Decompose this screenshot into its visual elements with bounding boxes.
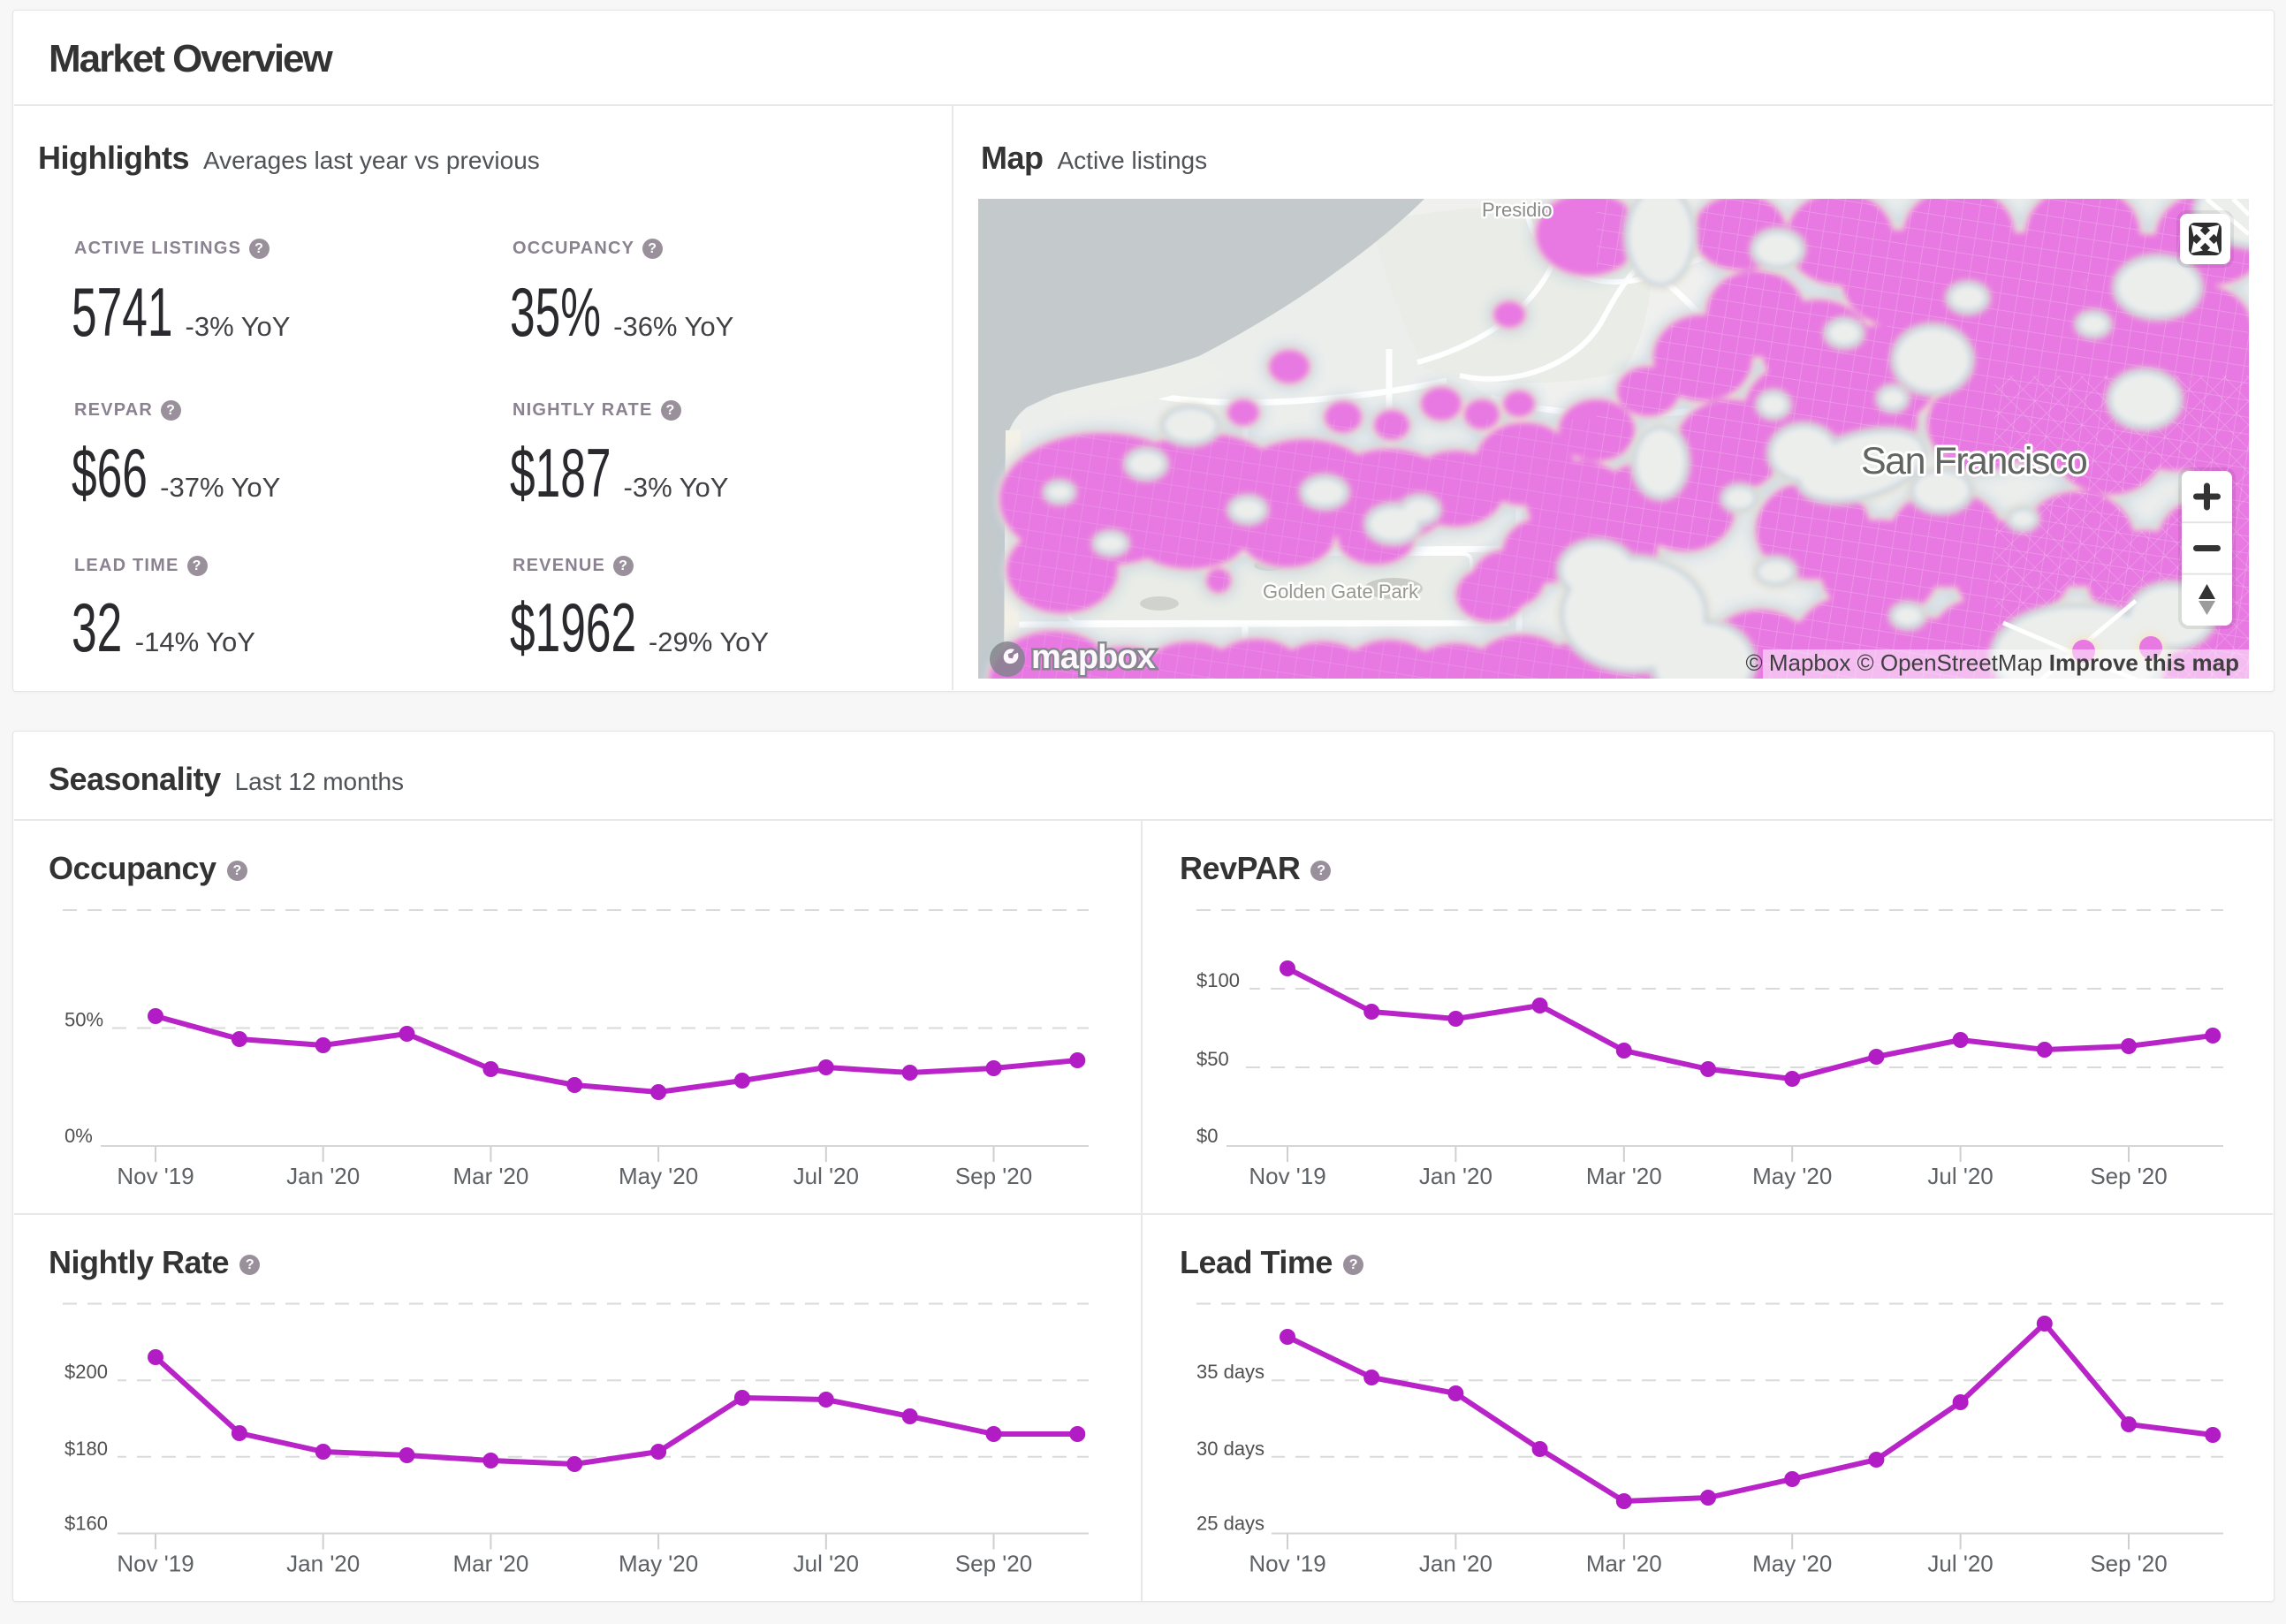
svg-text:25 days: 25 days xyxy=(1196,1513,1265,1535)
svg-text:Jan '20: Jan '20 xyxy=(1419,1163,1492,1189)
svg-text:Mar '20: Mar '20 xyxy=(452,1551,528,1577)
svg-text:© Mapbox © OpenStreetMap Impro: © Mapbox © OpenStreetMap Improve this ma… xyxy=(1745,649,2239,676)
svg-text:Jan '20: Jan '20 xyxy=(1419,1551,1492,1577)
svg-text:Sep '20: Sep '20 xyxy=(955,1163,1032,1189)
svg-text:mapbox: mapbox xyxy=(1031,639,1156,676)
svg-text:Jul '20: Jul '20 xyxy=(1927,1551,1993,1577)
svg-text:May '20: May '20 xyxy=(619,1163,698,1189)
svg-text:0%: 0% xyxy=(65,1125,93,1147)
svg-text:Jul '20: Jul '20 xyxy=(794,1163,859,1189)
svg-text:$200: $200 xyxy=(65,1361,108,1383)
svg-text:30 days: 30 days xyxy=(1196,1438,1265,1460)
svg-text:50%: 50% xyxy=(65,1009,103,1031)
svg-text:Nov '19: Nov '19 xyxy=(1249,1163,1325,1189)
svg-text:May '20: May '20 xyxy=(619,1551,698,1577)
svg-text:Mar '20: Mar '20 xyxy=(452,1163,528,1189)
svg-text:Jul '20: Jul '20 xyxy=(794,1551,859,1577)
svg-text:Mar '20: Mar '20 xyxy=(1586,1163,1662,1189)
svg-text:$180: $180 xyxy=(65,1438,108,1460)
svg-text:35 days: 35 days xyxy=(1196,1361,1265,1383)
svg-text:Jul '20: Jul '20 xyxy=(1927,1163,1993,1189)
svg-text:Nov '19: Nov '19 xyxy=(1249,1551,1325,1577)
svg-text:Nov '19: Nov '19 xyxy=(117,1163,194,1189)
svg-text:Mar '20: Mar '20 xyxy=(1586,1551,1662,1577)
svg-text:Golden Gate Park: Golden Gate Park xyxy=(1263,581,1419,603)
svg-text:Jan '20: Jan '20 xyxy=(286,1551,360,1577)
svg-text:$0: $0 xyxy=(1196,1125,1218,1147)
svg-text:Nov '19: Nov '19 xyxy=(117,1551,194,1577)
svg-text:$50: $50 xyxy=(1196,1048,1229,1070)
svg-text:Sep '20: Sep '20 xyxy=(2090,1163,2167,1189)
svg-text:May '20: May '20 xyxy=(1752,1163,1832,1189)
svg-text:Jan '20: Jan '20 xyxy=(286,1163,360,1189)
svg-text:Sep '20: Sep '20 xyxy=(2090,1551,2167,1577)
svg-text:$160: $160 xyxy=(65,1513,108,1535)
svg-text:Presidio: Presidio xyxy=(1482,199,1552,221)
svg-text:San Francisco: San Francisco xyxy=(1861,440,2087,482)
svg-text:May '20: May '20 xyxy=(1752,1551,1832,1577)
svg-text:$100: $100 xyxy=(1196,969,1240,991)
svg-text:Sep '20: Sep '20 xyxy=(955,1551,1032,1577)
